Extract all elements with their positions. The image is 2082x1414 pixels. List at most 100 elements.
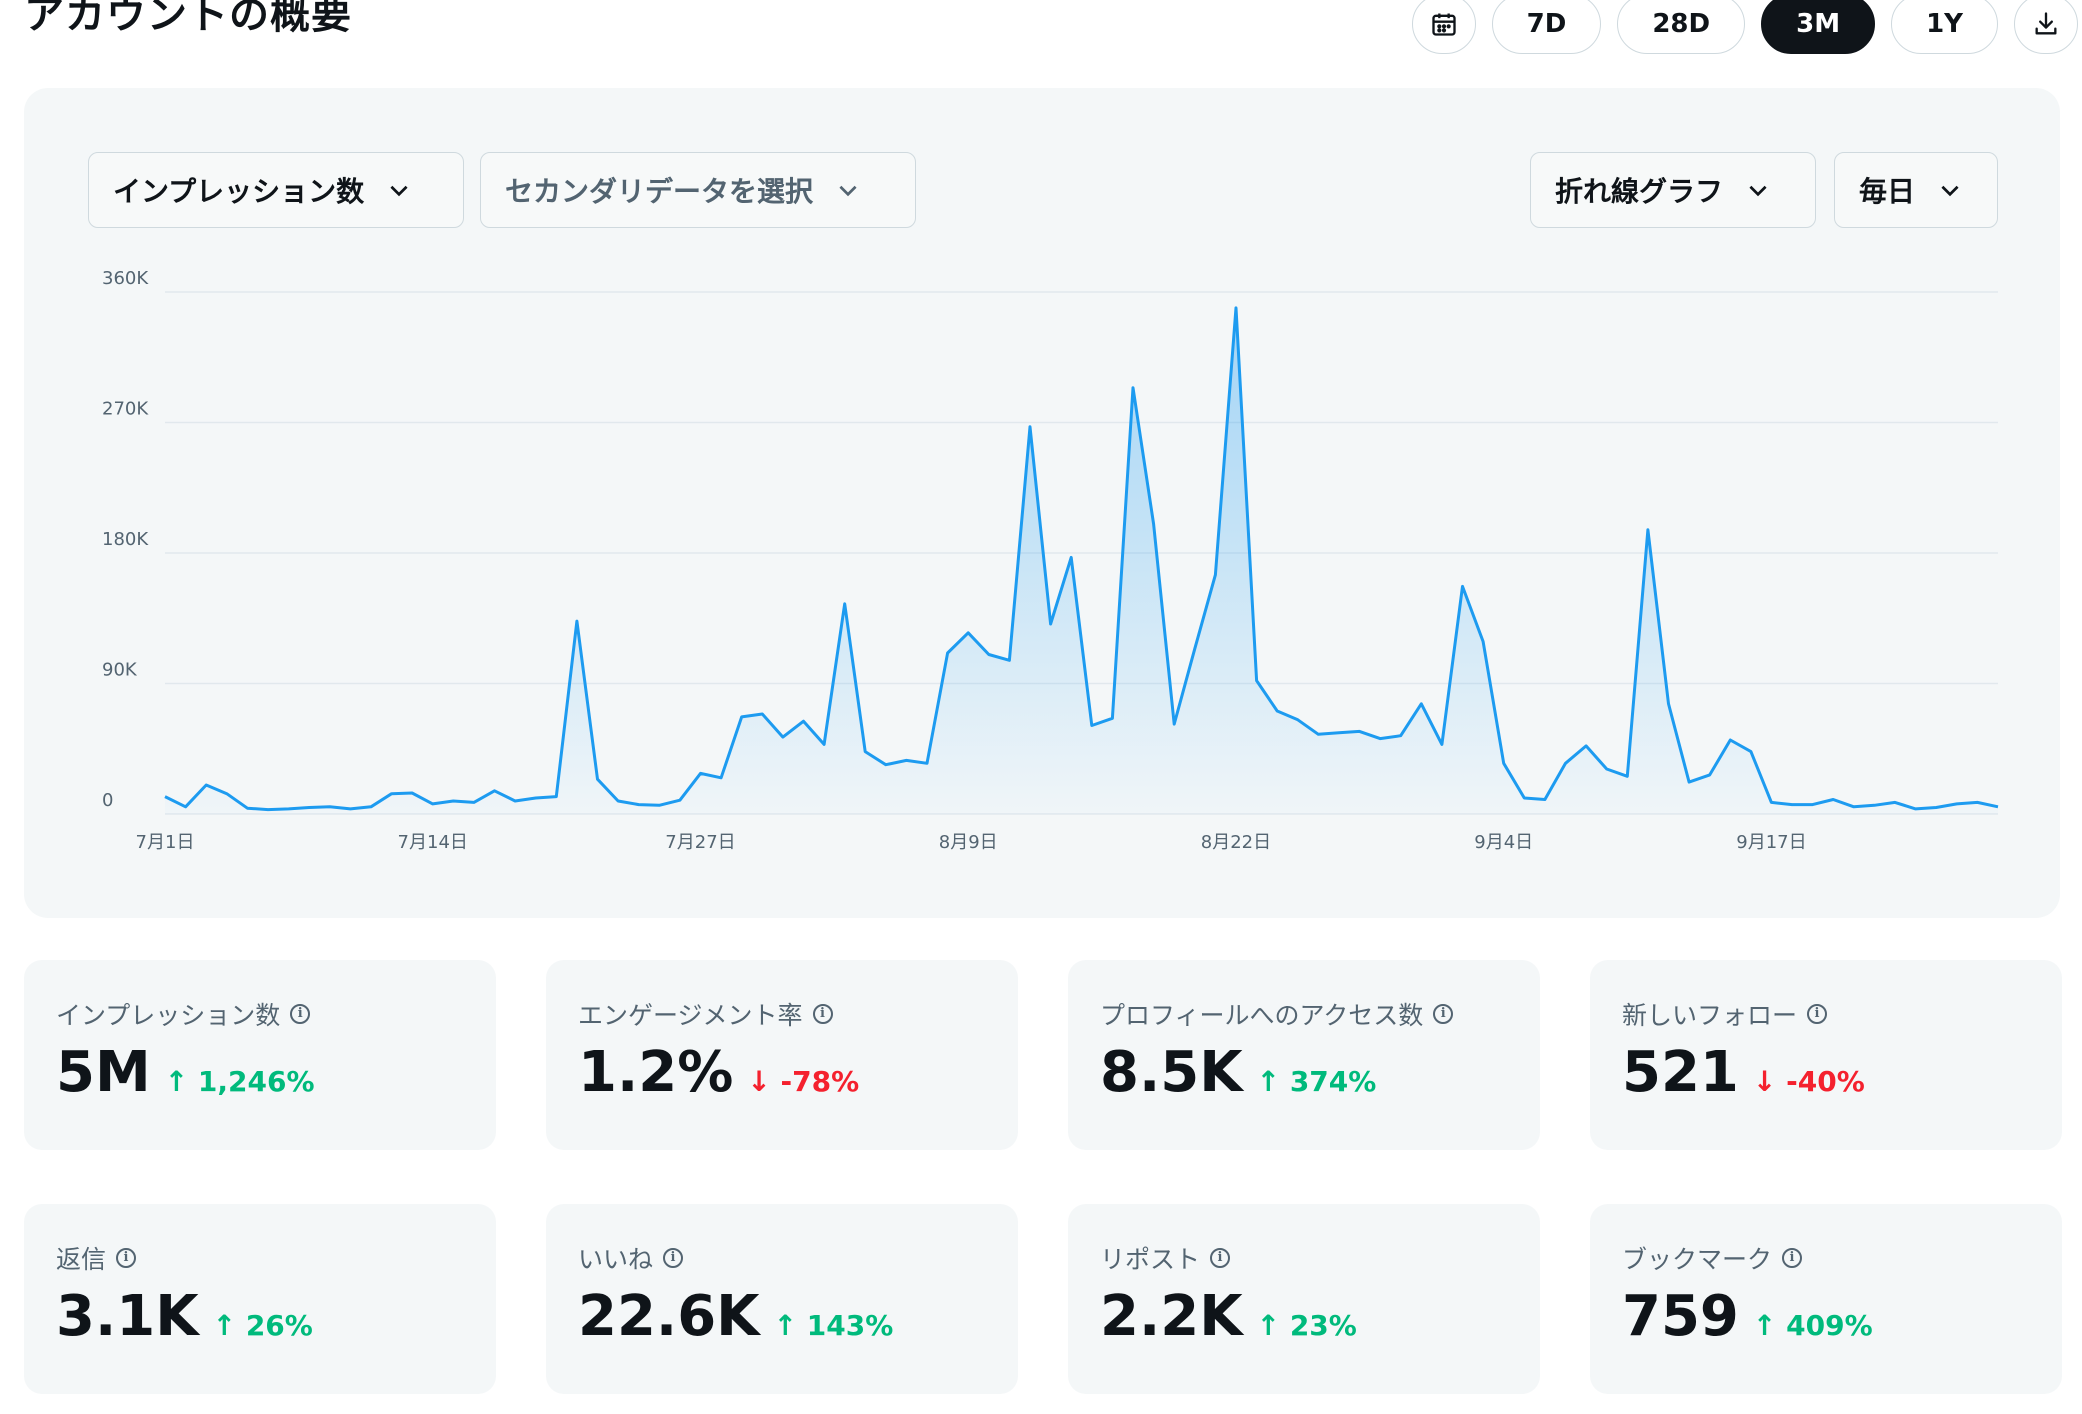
chart-type-dropdown[interactable]: 折れ線グラフ — [1530, 152, 1816, 228]
secondary-dropdown-label: セカンダリデータを選択 — [505, 175, 814, 208]
metric-label-text: リポスト — [1100, 1245, 1201, 1274]
metric-change: ↑ 23% — [1257, 1309, 1357, 1342]
metric-value: 5M — [56, 1040, 151, 1105]
info-icon[interactable]: i — [1782, 1248, 1803, 1268]
info-icon[interactable]: i — [290, 1004, 311, 1024]
x-tick-label: 9月17日 — [1736, 832, 1806, 853]
y-tick-label: 180K — [102, 529, 149, 550]
arrow-up-icon: ↑ — [1256, 1065, 1281, 1098]
range-7d-button[interactable]: 7D — [1491, 0, 1602, 54]
chevron-down-icon — [390, 185, 408, 197]
y-tick-label: 90K — [102, 660, 138, 681]
metric-card[interactable]: リポスト i 2.2K ↑ 23% — [1068, 1204, 1540, 1394]
metric-card-label: 新しいフォロー i — [1622, 996, 1828, 1032]
chart-panel: インプレッション数 セカンダリデータを選択 折れ線グラフ 毎日 0 90K 180K… — [24, 88, 2060, 918]
metric-card-value-row: 759 ↑ 409% — [1622, 1284, 1873, 1349]
arrow-up-icon: ↑ — [1256, 1309, 1281, 1342]
metric-change-value: 374% — [1289, 1065, 1377, 1098]
y-tick-label: 360K — [102, 268, 149, 289]
interval-dropdown[interactable]: 毎日 — [1834, 152, 1998, 228]
x-tick-label: 7月27日 — [665, 832, 735, 853]
secondary-dropdown[interactable]: セカンダリデータを選択 — [480, 152, 916, 228]
metric-dropdown[interactable]: インプレッション数 — [88, 152, 464, 228]
impressions-area — [165, 307, 1998, 814]
info-icon[interactable]: i — [663, 1248, 684, 1268]
metric-value: 1.2% — [578, 1040, 734, 1105]
metric-change: ↑ 374% — [1257, 1065, 1377, 1098]
metric-change-value: 1,246% — [197, 1065, 315, 1098]
y-tick-label: 0 — [102, 790, 113, 811]
impressions-line — [164, 306, 1999, 812]
info-icon[interactable]: i — [1210, 1248, 1231, 1268]
y-tick-label: 270K — [102, 399, 149, 420]
metric-value: 3.1K — [56, 1284, 199, 1349]
metric-change-value: 143% — [806, 1309, 894, 1342]
metric-card[interactable]: エンゲージメント率 i 1.2% ↓ -78% — [546, 960, 1018, 1150]
metric-card[interactable]: インプレッション数 i 5M ↑ 1,246% — [24, 960, 496, 1150]
range-28d-button[interactable]: 28D — [1617, 0, 1746, 54]
arrow-down-icon: ↓ — [1752, 1065, 1777, 1098]
metric-card-value-row: 521 ↓ -40% — [1622, 1040, 1865, 1105]
metric-value: 759 — [1622, 1284, 1739, 1349]
metric-card-label: リポスト i — [1100, 1240, 1231, 1276]
metric-label-text: プロフィールへのアクセス数 — [1100, 1001, 1424, 1030]
chevron-down-icon — [839, 185, 857, 197]
metric-dropdown-label: インプレッション数 — [113, 175, 365, 208]
metric-value: 2.2K — [1100, 1284, 1243, 1349]
calendar-button[interactable] — [1411, 0, 1476, 54]
chevron-down-icon — [1749, 185, 1767, 197]
metric-change: ↑ 26% — [213, 1309, 313, 1342]
metric-card-value-row: 1.2% ↓ -78% — [578, 1040, 859, 1105]
metric-card[interactable]: 新しいフォロー i 521 ↓ -40% — [1590, 960, 2062, 1150]
download-icon — [2035, 12, 2057, 35]
range-3m-button[interactable]: 3M — [1761, 0, 1876, 54]
metric-value: 8.5K — [1100, 1040, 1243, 1105]
arrow-up-icon: ↑ — [1752, 1309, 1777, 1342]
x-tick-label: 8月9日 — [939, 832, 998, 853]
metric-card[interactable]: 返信 i 3.1K ↑ 26% — [24, 1204, 496, 1394]
metric-change: ↑ 1,246% — [165, 1065, 315, 1098]
x-tick-label: 8月22日 — [1201, 832, 1271, 853]
chart-type-dropdown-label: 折れ線グラフ — [1555, 175, 1724, 208]
x-tick-label: 9月4日 — [1474, 832, 1533, 853]
metric-label-text: インプレッション数 — [56, 1001, 281, 1030]
metric-card-label: プロフィールへのアクセス数 i — [1100, 996, 1454, 1032]
metric-value: 22.6K — [578, 1284, 760, 1349]
info-icon[interactable]: i — [116, 1248, 137, 1268]
calendar-icon — [1431, 13, 1456, 36]
metric-card-value-row: 5M ↑ 1,246% — [56, 1040, 315, 1105]
info-icon[interactable]: i — [1807, 1004, 1828, 1024]
download-button[interactable] — [2014, 0, 2078, 54]
page-title: アカウントの概要 — [24, 0, 352, 38]
metric-card[interactable]: プロフィールへのアクセス数 i 8.5K ↑ 374% — [1068, 960, 1540, 1150]
metric-change: ↓ -40% — [1753, 1065, 1865, 1098]
metric-change: ↑ 143% — [774, 1309, 894, 1342]
metric-card-label: ブックマーク i — [1622, 1240, 1803, 1276]
metric-change: ↑ 409% — [1753, 1309, 1873, 1342]
metric-label-text: 返信 — [56, 1245, 107, 1274]
impressions-chart: 0 90K 180K 270K 360K 7月1日 7月14日 7月27日 8月9日 8月22日… — [102, 268, 1999, 853]
metric-value: 521 — [1622, 1040, 1739, 1105]
range-1y-button[interactable]: 1Y — [1891, 0, 1998, 54]
x-tick-label: 7月14日 — [398, 832, 468, 853]
info-icon[interactable]: i — [812, 1004, 833, 1024]
metric-card-label: いいね i — [578, 1240, 684, 1276]
metric-change-value: 23% — [1289, 1309, 1357, 1342]
arrow-up-icon: ↑ — [212, 1309, 237, 1342]
arrow-up-icon: ↑ — [773, 1309, 798, 1342]
metric-change-value: -78% — [780, 1065, 860, 1098]
metric-change-value: 409% — [1786, 1309, 1873, 1342]
metric-card-label: インプレッション数 i — [56, 996, 311, 1032]
metric-label-text: いいね — [578, 1245, 654, 1274]
info-icon[interactable]: i — [1433, 1004, 1454, 1024]
metric-card[interactable]: いいね i 22.6K ↑ 143% — [546, 1204, 1018, 1394]
metric-change-value: -40% — [1786, 1065, 1865, 1098]
x-tick-label: 7月1日 — [136, 832, 195, 853]
metric-label-text: ブックマーク — [1622, 1245, 1773, 1274]
metric-card-value-row: 2.2K ↑ 23% — [1100, 1284, 1357, 1349]
metric-change-value: 26% — [245, 1309, 313, 1342]
metric-card[interactable]: ブックマーク i 759 ↑ 409% — [1590, 1204, 2062, 1394]
metric-card-label: 返信 i — [56, 1240, 137, 1276]
arrow-down-icon: ↓ — [747, 1065, 771, 1098]
metric-card-label: エンゲージメント率 i — [578, 996, 833, 1032]
